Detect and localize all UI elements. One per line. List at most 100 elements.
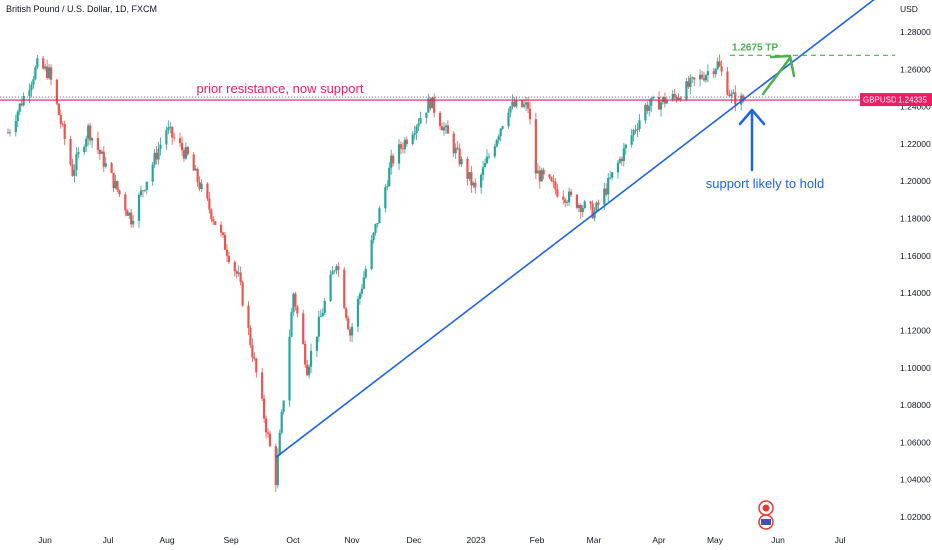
time-tick-label: Sep bbox=[223, 535, 238, 545]
candle-body bbox=[495, 140, 498, 147]
candle-body bbox=[261, 372, 264, 399]
price-tick-label: 1.08000 bbox=[900, 400, 931, 410]
resistance-support-label: prior resistance, now support bbox=[197, 81, 364, 96]
candle-body bbox=[689, 77, 692, 87]
candle-body bbox=[497, 136, 500, 141]
candle-body bbox=[378, 208, 381, 224]
candle-body bbox=[225, 249, 229, 256]
price-tag-text: 1.24335 bbox=[898, 96, 927, 105]
candle-body bbox=[206, 183, 209, 199]
candle-body bbox=[638, 120, 641, 129]
candle-body bbox=[46, 66, 49, 79]
candle-body bbox=[392, 155, 395, 164]
candle-body bbox=[483, 163, 487, 168]
candle-body bbox=[595, 202, 598, 212]
candle-body bbox=[589, 201, 592, 204]
candle-body bbox=[112, 172, 115, 189]
candle-body bbox=[14, 121, 17, 133]
price-tick-label: 1.14000 bbox=[900, 288, 931, 298]
candle-body bbox=[742, 95, 745, 102]
candle-body bbox=[427, 98, 430, 113]
candle-body bbox=[278, 432, 281, 456]
candle-body bbox=[159, 144, 162, 149]
candle-body bbox=[268, 433, 272, 447]
candle-body bbox=[274, 446, 277, 486]
candle-body bbox=[350, 326, 354, 336]
candle-body bbox=[16, 111, 19, 122]
candle-body bbox=[167, 127, 170, 131]
candle-body bbox=[685, 81, 688, 100]
candle-body bbox=[548, 174, 551, 178]
price-axis-currency: USD bbox=[900, 4, 918, 14]
candle-body bbox=[290, 312, 293, 337]
price-tick-label: 1.24000 bbox=[900, 102, 931, 112]
candle-body bbox=[568, 191, 571, 203]
candle-body bbox=[579, 205, 582, 213]
candle-body bbox=[370, 240, 373, 269]
candle-body bbox=[73, 169, 76, 176]
candle-body bbox=[8, 132, 12, 133]
candle-body bbox=[706, 71, 710, 76]
candle-body bbox=[620, 158, 623, 162]
candle-body bbox=[472, 182, 475, 186]
candle-body bbox=[343, 269, 346, 309]
candle-body bbox=[178, 138, 182, 144]
time-tick-label: Apr bbox=[652, 535, 665, 545]
candle-body bbox=[169, 126, 172, 128]
candle-body bbox=[458, 148, 461, 165]
candle-body bbox=[603, 188, 606, 205]
candle-body bbox=[657, 97, 661, 110]
candle-body bbox=[83, 146, 86, 153]
price-tick-label: 1.26000 bbox=[900, 64, 931, 74]
price-axis[interactable]: 1.28000 1.26000 1.24000 1.22000 1.20000 1.180… bbox=[900, 27, 931, 522]
time-tick-label: Jul bbox=[835, 535, 846, 545]
candle-body bbox=[521, 100, 524, 107]
candle-body bbox=[61, 123, 64, 125]
price-tick-label: 1.12000 bbox=[900, 325, 931, 335]
candle-body bbox=[550, 177, 553, 181]
candle-body bbox=[110, 163, 113, 173]
candle-body bbox=[126, 210, 129, 216]
candle-body bbox=[364, 268, 367, 278]
candle-body bbox=[726, 71, 729, 95]
candle-body bbox=[329, 274, 332, 301]
candle-body bbox=[249, 327, 252, 346]
candle-body bbox=[609, 177, 612, 179]
candle-body bbox=[607, 177, 610, 195]
candle-body bbox=[200, 183, 203, 189]
candle-body bbox=[524, 102, 528, 105]
candle-body bbox=[499, 128, 502, 137]
candle-body bbox=[591, 203, 594, 219]
candle-body bbox=[118, 190, 121, 195]
candle-body bbox=[712, 71, 715, 75]
event-icons[interactable] bbox=[758, 500, 774, 530]
candle-body bbox=[675, 96, 678, 100]
candle-body bbox=[349, 329, 352, 336]
candle-body bbox=[566, 202, 569, 203]
support-arrow-icon bbox=[738, 108, 766, 172]
candle-body bbox=[444, 125, 448, 128]
candle-body bbox=[141, 190, 144, 192]
candle-body bbox=[155, 152, 158, 160]
candle-body bbox=[622, 148, 625, 162]
take-profit-label: 1.2675 TP bbox=[732, 42, 778, 53]
candle-body bbox=[173, 137, 176, 139]
candle-body bbox=[440, 126, 444, 131]
candle-body bbox=[221, 232, 225, 235]
candle-body bbox=[85, 138, 88, 147]
candle-body bbox=[388, 167, 391, 187]
candle-body bbox=[124, 194, 127, 211]
uk-event-icon-center bbox=[762, 504, 770, 512]
time-tick-label: Nov bbox=[344, 535, 360, 545]
time-axis[interactable]: Jun Jul Aug Sep Oct Nov Dec 2023 Feb Mar Apr May Jun… bbox=[38, 535, 845, 545]
candle-body bbox=[468, 172, 471, 179]
candle-body bbox=[360, 288, 363, 294]
time-tick-label: Jun bbox=[38, 535, 52, 545]
candle-body bbox=[165, 130, 168, 145]
candle-body bbox=[493, 146, 496, 157]
candle-body bbox=[552, 180, 555, 183]
candle-body bbox=[456, 147, 459, 149]
candle-body bbox=[564, 199, 567, 203]
candle-body bbox=[280, 411, 283, 433]
